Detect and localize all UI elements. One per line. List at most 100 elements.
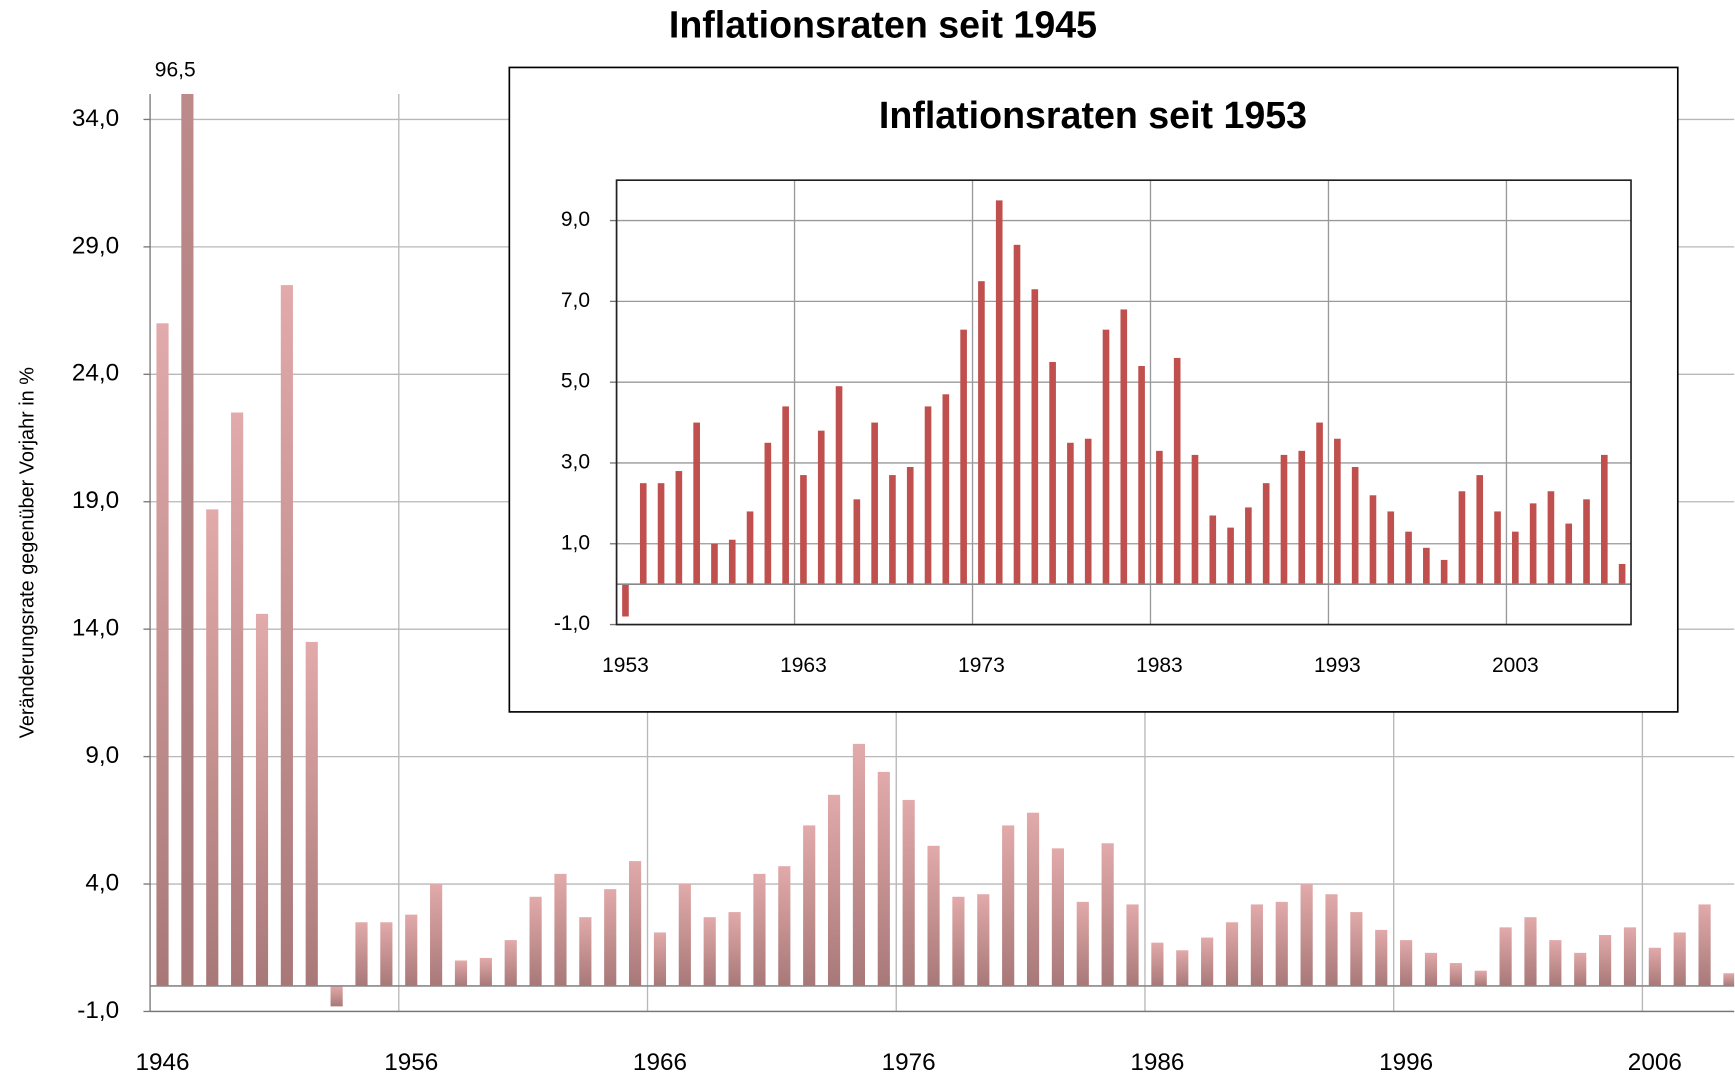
bar [1524, 917, 1537, 986]
bar [1013, 244, 1021, 585]
bar [978, 281, 985, 585]
bar [1424, 952, 1438, 986]
bar [1250, 904, 1263, 986]
bar [156, 323, 169, 986]
bar [504, 940, 517, 986]
bar [1423, 547, 1430, 585]
bar [1300, 884, 1313, 986]
bar [405, 914, 418, 986]
bar [1440, 559, 1448, 585]
x-tick-label: 2003 [1492, 654, 1539, 677]
bar [1280, 454, 1288, 585]
bar [942, 394, 950, 585]
y-tick-label: 24,0 [72, 360, 119, 387]
bar [703, 917, 716, 986]
bar [554, 873, 567, 986]
bar [977, 894, 990, 986]
bar [1601, 454, 1608, 585]
bar [1512, 531, 1519, 585]
bar [753, 873, 766, 986]
bar [231, 412, 244, 986]
bar [454, 960, 468, 986]
bar [1350, 912, 1363, 986]
bar [1101, 843, 1114, 986]
y-tick-label: 3,0 [561, 451, 590, 474]
bar [1574, 952, 1587, 986]
bar [380, 922, 393, 986]
x-tick-label: 1963 [780, 654, 827, 677]
bar [206, 509, 219, 986]
bar [728, 539, 736, 585]
bar [1262, 483, 1270, 585]
y-tick-label: -1,0 [554, 612, 590, 635]
bar [305, 641, 318, 986]
bar [1245, 507, 1252, 585]
bar [1049, 361, 1056, 585]
chart-title: Inflationsraten seit 1953 [879, 94, 1307, 136]
bar [181, 93, 194, 986]
bar [1156, 450, 1163, 585]
bar [1375, 929, 1388, 986]
bar [280, 285, 293, 986]
bar [657, 483, 665, 585]
bar [1549, 940, 1562, 986]
bar [711, 543, 718, 585]
bar [604, 889, 617, 986]
bar [1084, 438, 1092, 585]
bar [255, 613, 269, 986]
bar [877, 771, 890, 986]
y-tick-label: 5,0 [561, 370, 590, 393]
bar [746, 511, 754, 585]
bar [1026, 812, 1040, 986]
bar [330, 985, 343, 1007]
bar [1051, 848, 1064, 986]
bar [1325, 894, 1338, 986]
bar [1583, 499, 1590, 585]
value-label: 96,5 [155, 58, 196, 81]
bars [622, 200, 1626, 617]
bar [902, 799, 915, 986]
bar [924, 406, 932, 585]
bar [1623, 927, 1637, 986]
bar [1102, 329, 1110, 585]
x-tick-label: 1976 [882, 1049, 936, 1076]
bar [782, 406, 789, 585]
bar [1618, 563, 1626, 585]
bar [678, 884, 691, 986]
bar [764, 442, 772, 585]
bar [1002, 825, 1015, 986]
bar [1474, 970, 1487, 986]
y-tick-label: 9,0 [85, 742, 119, 769]
bar [1499, 927, 1512, 986]
bar [1547, 491, 1555, 585]
bar [817, 430, 825, 585]
bar [906, 467, 914, 585]
bar [1673, 932, 1686, 986]
y-tick-label: 29,0 [72, 232, 119, 259]
bar [1176, 950, 1189, 986]
y-tick-label: 4,0 [85, 869, 119, 896]
bar [960, 329, 967, 585]
bars [156, 93, 1735, 1007]
bar [1648, 947, 1661, 986]
bar [803, 825, 816, 986]
y-axis-label: Veränderungsrate gegenüber Vorjahr in % [17, 367, 39, 738]
bar [1334, 438, 1341, 585]
bar [871, 422, 878, 585]
x-tick-label: 1983 [1136, 654, 1183, 677]
inset-frame [508, 66, 1679, 713]
bar [1565, 523, 1573, 585]
y-tick-label: 19,0 [72, 487, 119, 514]
bar [579, 917, 592, 986]
bar [800, 475, 807, 585]
bar [927, 845, 940, 986]
bar [1316, 422, 1323, 585]
y-tick-label: 14,0 [72, 615, 119, 642]
bar [1476, 475, 1484, 585]
bar [529, 896, 542, 986]
bar [778, 866, 791, 986]
bar [728, 912, 741, 986]
bar [1227, 527, 1234, 585]
x-tick-label: 1993 [1314, 654, 1361, 677]
